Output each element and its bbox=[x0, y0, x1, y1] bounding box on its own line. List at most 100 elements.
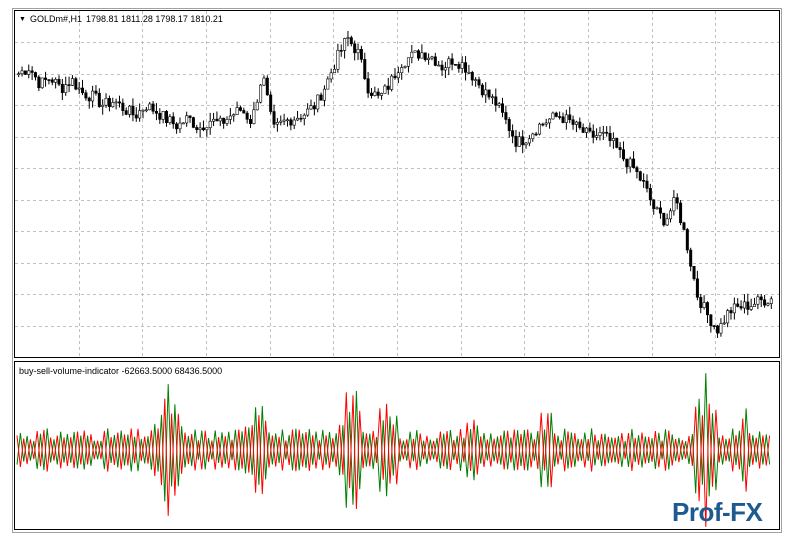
candle-body bbox=[249, 118, 253, 124]
candle-body bbox=[339, 50, 343, 52]
candle-body bbox=[349, 37, 353, 45]
candle-body bbox=[645, 180, 649, 189]
candle-body bbox=[531, 133, 535, 140]
candle-body bbox=[457, 64, 461, 69]
candle-body bbox=[709, 314, 713, 326]
candle-body bbox=[74, 78, 78, 90]
candle-body bbox=[621, 149, 625, 160]
candle-body bbox=[272, 111, 276, 125]
indicator-canvas bbox=[16, 373, 771, 527]
candle-body bbox=[581, 127, 585, 133]
candle-body bbox=[396, 72, 400, 79]
candle-body bbox=[571, 119, 575, 125]
candle-body bbox=[766, 303, 770, 306]
candle-body bbox=[470, 72, 474, 81]
candle-body bbox=[521, 136, 525, 146]
candle-body bbox=[198, 127, 202, 130]
candle-body bbox=[561, 116, 565, 123]
price-chart-pane[interactable]: ▼ GOLDm#,H1 1798.81 1811.28 1798.17 1810… bbox=[14, 10, 780, 358]
candle-body bbox=[692, 265, 696, 280]
candle-body bbox=[682, 222, 686, 230]
candle-body bbox=[269, 94, 273, 112]
candle-body bbox=[195, 127, 199, 130]
candle-body bbox=[588, 127, 592, 132]
candle-body bbox=[618, 147, 622, 150]
indicator-name: buy-sell-volume-indicator bbox=[19, 366, 120, 376]
candle-body bbox=[131, 105, 135, 116]
candle-body bbox=[306, 108, 310, 116]
candle-body bbox=[608, 132, 612, 141]
candle-body bbox=[729, 310, 733, 314]
candle-body bbox=[417, 50, 421, 59]
candle-body bbox=[625, 158, 629, 168]
candle-body bbox=[97, 92, 101, 107]
candle-body bbox=[178, 122, 182, 130]
candle-body bbox=[279, 120, 283, 123]
candle-body bbox=[201, 127, 205, 131]
candle-body bbox=[353, 43, 357, 54]
indicator-pane[interactable]: buy-sell-volume-indicator -62663.5000 68… bbox=[14, 361, 780, 530]
candle-body bbox=[726, 310, 730, 324]
candle-body bbox=[759, 296, 763, 301]
triangle-down-icon[interactable]: ▼ bbox=[19, 15, 26, 23]
candle-body bbox=[181, 122, 185, 125]
candle-body bbox=[665, 218, 669, 226]
indicator-values: -62663.5000 68436.5000 bbox=[121, 366, 223, 376]
candle-body bbox=[50, 79, 54, 83]
candle-body bbox=[60, 83, 64, 93]
candle-body bbox=[252, 109, 256, 124]
candle-body bbox=[756, 296, 760, 305]
candle-body bbox=[427, 57, 431, 60]
candle-body bbox=[585, 127, 589, 133]
candle-body bbox=[648, 188, 652, 201]
candle-body bbox=[406, 57, 410, 67]
candle-body bbox=[117, 101, 121, 104]
candle-body bbox=[632, 158, 636, 168]
candle-body bbox=[356, 49, 360, 54]
candle-body bbox=[699, 297, 703, 308]
candle-body bbox=[27, 70, 31, 75]
candle-body bbox=[430, 56, 434, 59]
candle-body bbox=[262, 77, 266, 86]
candle-body bbox=[114, 101, 118, 104]
candle-body bbox=[175, 123, 179, 130]
candle-body bbox=[359, 49, 363, 60]
candle-body bbox=[369, 92, 373, 96]
buy-volume-line bbox=[16, 373, 771, 508]
candle-body bbox=[574, 121, 578, 125]
price-chart-canvas bbox=[15, 11, 779, 357]
candle-body bbox=[128, 105, 132, 115]
candle-body bbox=[460, 62, 464, 69]
candle-body bbox=[564, 114, 568, 123]
candle-body bbox=[695, 278, 699, 298]
candle-body bbox=[336, 50, 340, 70]
candle-body bbox=[275, 122, 279, 125]
candle-body bbox=[480, 84, 484, 96]
candle-body bbox=[40, 77, 44, 89]
chart-title-bar: ▼ GOLDm#,H1 1798.81 1811.28 1798.17 1810… bbox=[19, 14, 223, 24]
candle-body bbox=[191, 117, 195, 128]
candle-body bbox=[87, 97, 91, 102]
candle-body bbox=[497, 103, 501, 106]
candle-body bbox=[437, 64, 441, 67]
candle-body bbox=[487, 89, 491, 98]
candle-body bbox=[638, 171, 642, 181]
logo-text: Prof-FX bbox=[672, 497, 763, 527]
candle-body bbox=[386, 85, 390, 90]
candle-body bbox=[185, 115, 189, 124]
candle-body bbox=[235, 107, 239, 115]
candle-body bbox=[541, 123, 545, 126]
candle-body bbox=[511, 130, 515, 137]
candle-body bbox=[84, 92, 88, 99]
candle-body bbox=[675, 197, 679, 204]
candle-body bbox=[299, 117, 303, 120]
symbol-title: GOLDm#,H1 bbox=[29, 14, 82, 24]
candle-body bbox=[527, 138, 531, 144]
candle-body bbox=[763, 299, 767, 306]
candle-body bbox=[47, 79, 51, 81]
candle-body bbox=[702, 302, 706, 308]
candle-body bbox=[769, 298, 773, 304]
candle-body bbox=[501, 103, 505, 113]
candle-body bbox=[44, 77, 48, 80]
candle-body bbox=[719, 323, 723, 334]
